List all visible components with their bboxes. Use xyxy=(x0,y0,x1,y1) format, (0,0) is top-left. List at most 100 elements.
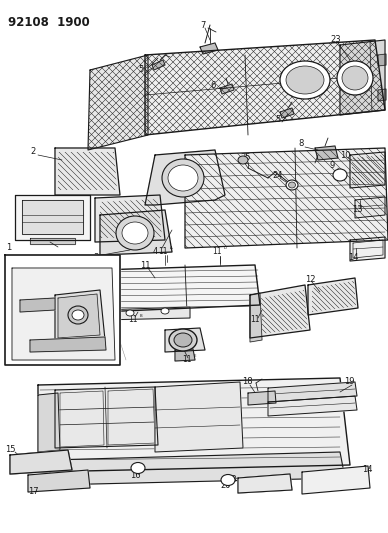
Polygon shape xyxy=(55,148,120,195)
Polygon shape xyxy=(238,474,292,493)
Text: 11: 11 xyxy=(250,316,260,325)
Text: 13: 13 xyxy=(352,206,363,214)
Text: 10: 10 xyxy=(340,150,350,159)
Ellipse shape xyxy=(169,329,197,351)
Polygon shape xyxy=(185,148,388,248)
Text: 14: 14 xyxy=(348,254,359,262)
Text: 15: 15 xyxy=(5,446,16,455)
Polygon shape xyxy=(100,307,190,320)
Polygon shape xyxy=(378,89,386,101)
Text: 12: 12 xyxy=(305,276,315,285)
Text: 11: 11 xyxy=(182,356,192,365)
Ellipse shape xyxy=(168,165,198,191)
Text: ᴰ: ᴰ xyxy=(224,247,227,252)
Text: 4: 4 xyxy=(153,247,158,256)
Ellipse shape xyxy=(162,159,204,197)
Polygon shape xyxy=(50,452,345,485)
Ellipse shape xyxy=(286,180,298,190)
Polygon shape xyxy=(308,278,358,315)
Polygon shape xyxy=(10,450,72,474)
Polygon shape xyxy=(5,255,120,365)
Polygon shape xyxy=(88,55,148,150)
Polygon shape xyxy=(30,337,106,352)
Polygon shape xyxy=(38,393,60,452)
Ellipse shape xyxy=(289,182,296,188)
Text: ᴱ: ᴱ xyxy=(194,355,196,360)
Polygon shape xyxy=(302,466,370,494)
Polygon shape xyxy=(58,294,100,338)
Text: 24: 24 xyxy=(272,171,282,180)
Polygon shape xyxy=(378,54,386,66)
Ellipse shape xyxy=(161,308,169,314)
Polygon shape xyxy=(268,396,357,416)
Text: 3: 3 xyxy=(93,254,99,262)
Text: 21: 21 xyxy=(80,287,90,296)
Polygon shape xyxy=(175,349,195,361)
Polygon shape xyxy=(350,237,385,261)
Text: ᴬ: ᴬ xyxy=(170,247,173,252)
Polygon shape xyxy=(20,298,55,312)
Text: 13: 13 xyxy=(226,475,237,484)
Polygon shape xyxy=(100,265,260,312)
Ellipse shape xyxy=(280,61,330,99)
Text: 1: 1 xyxy=(6,244,11,253)
Text: 7: 7 xyxy=(200,21,205,30)
Polygon shape xyxy=(12,268,115,360)
Polygon shape xyxy=(355,197,385,218)
Ellipse shape xyxy=(116,216,154,250)
Polygon shape xyxy=(340,40,385,115)
Ellipse shape xyxy=(68,306,88,324)
Polygon shape xyxy=(30,238,75,244)
Polygon shape xyxy=(165,328,205,352)
Text: 11: 11 xyxy=(140,261,151,270)
Polygon shape xyxy=(145,40,385,135)
Text: 19: 19 xyxy=(344,377,355,386)
Ellipse shape xyxy=(342,66,368,90)
Ellipse shape xyxy=(221,474,235,486)
Text: 2: 2 xyxy=(30,148,35,157)
Polygon shape xyxy=(248,391,276,405)
Polygon shape xyxy=(315,146,338,160)
Text: 25: 25 xyxy=(240,154,251,163)
Polygon shape xyxy=(200,43,218,54)
Polygon shape xyxy=(22,200,83,234)
Polygon shape xyxy=(55,290,105,345)
Text: ᴮ: ᴮ xyxy=(140,315,143,320)
Text: 11: 11 xyxy=(158,247,168,256)
Ellipse shape xyxy=(126,310,134,316)
Polygon shape xyxy=(350,152,385,188)
Polygon shape xyxy=(280,108,294,118)
Polygon shape xyxy=(268,382,357,402)
Text: 8: 8 xyxy=(298,140,303,149)
Polygon shape xyxy=(28,470,90,492)
Ellipse shape xyxy=(333,169,347,181)
Text: 11: 11 xyxy=(128,316,137,325)
Text: 20: 20 xyxy=(220,481,230,490)
Text: 11: 11 xyxy=(212,247,222,256)
Text: 16: 16 xyxy=(130,471,140,480)
Polygon shape xyxy=(15,195,90,240)
Text: ᶜ: ᶜ xyxy=(262,315,264,320)
Polygon shape xyxy=(38,378,350,472)
Polygon shape xyxy=(250,293,262,342)
Polygon shape xyxy=(155,382,243,452)
Text: 23: 23 xyxy=(330,36,341,44)
Ellipse shape xyxy=(174,333,192,347)
Polygon shape xyxy=(152,60,165,70)
Text: 14: 14 xyxy=(362,465,372,474)
Text: 6: 6 xyxy=(210,80,215,90)
Polygon shape xyxy=(145,150,225,205)
Text: 18: 18 xyxy=(242,377,253,386)
Text: 5: 5 xyxy=(138,66,143,75)
Text: 92108  1900: 92108 1900 xyxy=(8,16,90,29)
Ellipse shape xyxy=(337,61,373,95)
Ellipse shape xyxy=(238,156,248,164)
Ellipse shape xyxy=(131,463,145,473)
Polygon shape xyxy=(100,210,172,255)
Ellipse shape xyxy=(286,66,324,94)
Polygon shape xyxy=(220,84,234,94)
Text: 9: 9 xyxy=(330,160,335,169)
Ellipse shape xyxy=(72,310,84,320)
Text: 22: 22 xyxy=(10,261,21,270)
Polygon shape xyxy=(95,195,165,242)
